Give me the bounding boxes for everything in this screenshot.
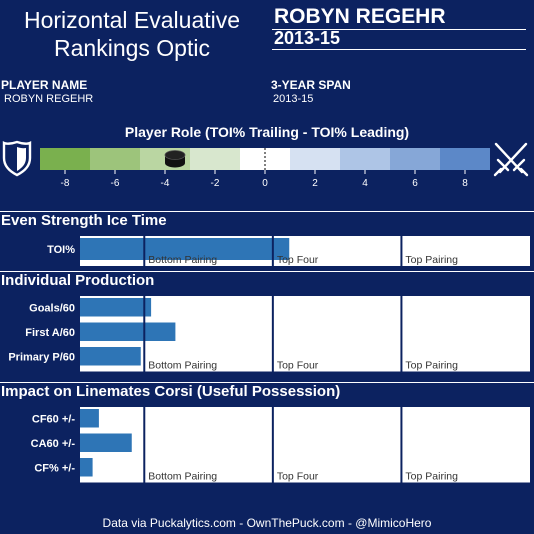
section-header xyxy=(0,271,534,294)
role-segment xyxy=(190,148,240,170)
category-label: Goals/60 xyxy=(29,302,75,314)
metric-panel: Goals/60 First A/60 Primary P/60 Bottom Pai… xyxy=(8,296,530,372)
plot-area xyxy=(80,407,530,483)
section-header xyxy=(0,382,534,405)
hockey-puck-icon xyxy=(164,150,186,168)
role-segment xyxy=(390,148,440,170)
category-label: CA60 +/- xyxy=(31,438,76,450)
category-label: First A/60 xyxy=(25,327,75,339)
role-tick-label: 4 xyxy=(362,178,368,189)
section-title: Impact on Linemates Corsi (Useful Posses… xyxy=(1,383,341,400)
role-segment xyxy=(340,148,390,170)
span-value: 2013-15 xyxy=(273,93,314,105)
zone-label: Bottom Pairing xyxy=(148,471,217,483)
metric-bar xyxy=(80,347,141,366)
zone-label: Top Four xyxy=(277,360,319,372)
category-label: TOI% xyxy=(47,244,75,256)
season-heading: 2013-15 xyxy=(274,28,341,48)
role-scale: -8 -6 -4 -2 0 2 4 6 8 xyxy=(2,140,529,189)
section-header xyxy=(0,211,534,234)
player-name-heading: ROBYN REGEHR xyxy=(274,5,446,28)
category-label: CF% +/- xyxy=(34,462,75,474)
span-label: 3-YEAR SPAN xyxy=(271,78,351,92)
zone-label: Top Pairing xyxy=(405,471,458,483)
section-title: Individual Production xyxy=(1,272,155,289)
heading-rule-1 xyxy=(272,29,526,30)
metric-panel: TOI% Bottom Pairing Top Four Top Pairing xyxy=(47,236,530,266)
role-segment xyxy=(40,148,90,170)
metric-bar xyxy=(80,433,132,452)
zone-label: Top Four xyxy=(277,471,319,483)
zone-label: Top Pairing xyxy=(405,360,458,372)
metric-panel: CF60 +/- CA60 +/- CF% +/- Bottom Pairing Top… xyxy=(31,407,530,483)
zone-label: Bottom Pairing xyxy=(148,254,217,266)
role-tick-label: -4 xyxy=(161,178,170,189)
role-tick-label: 2 xyxy=(312,178,318,189)
metric-bar xyxy=(80,409,99,428)
role-tick-label: -8 xyxy=(61,178,70,189)
footer-credit: Data via Puckalytics.com - OwnThePuck.co… xyxy=(102,516,432,530)
zone-label: Bottom Pairing xyxy=(148,360,217,372)
heading-rule-2 xyxy=(272,49,526,50)
metric-bar xyxy=(80,458,93,477)
role-segment xyxy=(240,148,290,170)
role-title: Player Role (TOI% Trailing - TOI% Leadin… xyxy=(124,124,410,140)
category-label: CF60 +/- xyxy=(32,413,75,425)
player-name-value: ROBYN REGEHR xyxy=(4,93,94,105)
metric-bar xyxy=(80,238,290,260)
category-label: Primary P/60 xyxy=(8,351,75,363)
role-segment xyxy=(290,148,340,170)
chart-title-line-2: Rankings Optic xyxy=(54,35,210,61)
role-tick-label: 6 xyxy=(412,178,418,189)
zone-label: Top Pairing xyxy=(405,254,458,266)
metric-bar xyxy=(80,298,152,317)
metric-bar xyxy=(80,322,176,341)
crossed-swords-icon xyxy=(493,142,529,177)
role-tick-label: -2 xyxy=(211,178,220,189)
role-tick-label: 0 xyxy=(262,178,268,189)
zone-label: Top Four xyxy=(277,254,319,266)
role-tick-label: -6 xyxy=(111,178,120,189)
player-name-label: PLAYER NAME xyxy=(1,78,88,92)
role-segment xyxy=(90,148,140,170)
role-tick-label: 8 xyxy=(462,178,468,189)
role-segment xyxy=(440,148,490,170)
chart-title-line-1: Horizontal Evaluative xyxy=(23,7,241,33)
shield-icon xyxy=(2,140,32,177)
section-title: Even Strength Ice Time xyxy=(1,212,167,229)
